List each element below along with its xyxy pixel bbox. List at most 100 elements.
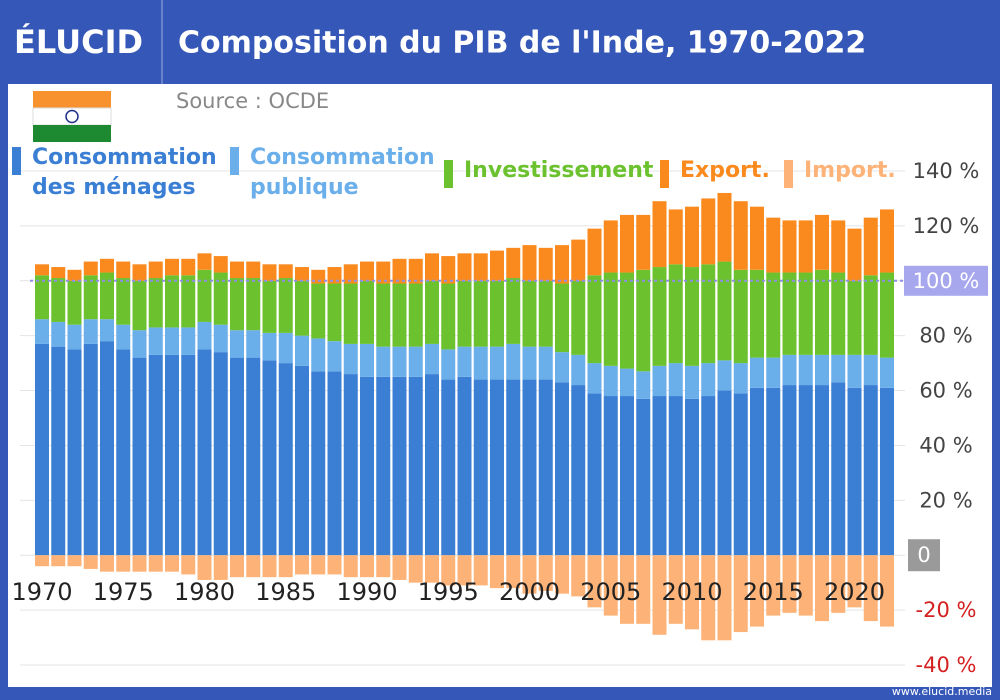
bar [603, 272, 618, 366]
bar [51, 555, 66, 567]
bar [571, 239, 586, 281]
bar [652, 365, 667, 397]
bar [408, 346, 423, 377]
y-tick-label: -20 % [916, 598, 977, 622]
bar [425, 555, 439, 583]
legend-entry: Consommation publique [230, 143, 460, 203]
bar [668, 209, 683, 265]
flag [32, 91, 112, 142]
bar [197, 269, 212, 322]
bar [831, 555, 846, 613]
bar [230, 278, 244, 331]
bar [847, 280, 862, 355]
bar [343, 374, 358, 556]
bar [782, 555, 797, 613]
bar [782, 385, 797, 556]
bar [278, 555, 293, 578]
bar [587, 275, 602, 364]
y-tick-label: 120 % [913, 214, 980, 238]
bar [441, 379, 456, 556]
bar [636, 214, 651, 270]
bar [51, 278, 66, 322]
bar [880, 209, 894, 273]
bar [213, 324, 228, 353]
legend-label: Consommation publique [250, 145, 435, 200]
bar [165, 258, 179, 276]
bar [441, 555, 456, 586]
bar [116, 324, 131, 350]
bar [181, 354, 196, 556]
bar [620, 396, 634, 556]
bar [327, 283, 342, 342]
bar [506, 247, 521, 279]
bar [376, 555, 391, 578]
bar [652, 396, 667, 556]
y-tick-label: 60 % [919, 379, 972, 403]
bar [685, 206, 699, 268]
bar [815, 555, 829, 622]
bar [571, 555, 586, 597]
bar [587, 228, 602, 276]
bar [67, 280, 82, 325]
bar [311, 371, 326, 556]
bar [766, 357, 781, 388]
bar [733, 363, 748, 394]
bar [441, 349, 456, 380]
bar [831, 354, 846, 383]
bar [555, 245, 569, 284]
bar [197, 321, 212, 350]
bar [181, 555, 196, 575]
bar [278, 363, 293, 556]
tick-highlight [908, 539, 940, 572]
bar [35, 319, 49, 344]
bar [392, 376, 407, 556]
bar [165, 275, 179, 328]
bar [246, 357, 261, 556]
bar [425, 253, 439, 281]
bar [506, 278, 521, 344]
legend-label: Investissement [464, 158, 654, 183]
bar [538, 280, 553, 347]
bar [132, 555, 147, 572]
bar [83, 319, 98, 344]
bar [668, 264, 683, 364]
bar [685, 398, 699, 556]
bar [473, 379, 488, 556]
bar [441, 256, 456, 284]
bar [847, 555, 862, 608]
bar [636, 269, 651, 372]
bar [246, 330, 261, 358]
legend-entry: Import. [784, 156, 934, 188]
bar [295, 280, 309, 336]
bar [392, 555, 407, 580]
x-tick-label: 1985 [255, 578, 316, 606]
bar [35, 275, 49, 320]
bar [522, 245, 537, 281]
bar [750, 357, 764, 388]
bar [213, 272, 228, 325]
bar [717, 555, 732, 641]
legend-label: Consommation des ménages [32, 145, 217, 200]
bar [603, 365, 618, 397]
bar [880, 555, 894, 627]
bar [668, 396, 683, 556]
bar [457, 376, 472, 556]
bar [262, 555, 277, 578]
bar [766, 387, 781, 556]
bar [490, 555, 504, 589]
bar [295, 555, 309, 575]
bar [490, 280, 504, 347]
bar [750, 269, 764, 358]
bar [360, 555, 374, 578]
bar [230, 555, 244, 578]
bar [230, 261, 244, 279]
bar [360, 376, 374, 556]
bar [181, 327, 196, 355]
bar [750, 206, 764, 270]
bar [701, 264, 716, 364]
y-tick-label: -40 % [916, 653, 977, 677]
bar [408, 258, 423, 284]
bar [863, 217, 878, 276]
